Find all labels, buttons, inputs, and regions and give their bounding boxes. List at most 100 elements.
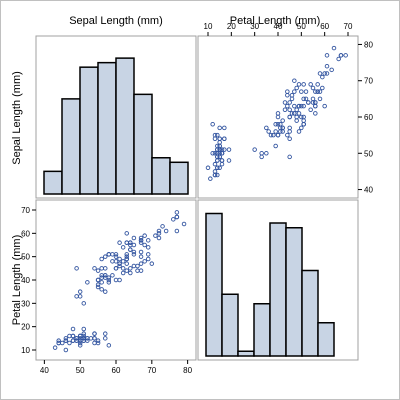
scatter-top-right-point	[306, 100, 311, 105]
scatter-top-right-point	[287, 129, 292, 134]
scatter-top-right-point	[317, 89, 323, 94]
scatter-top-right-point	[212, 172, 218, 178]
scatter-bottom-left-point	[117, 261, 122, 266]
histogram-2-bar	[253, 303, 271, 357]
scatter-top-right-point	[215, 151, 220, 156]
scatter-top-right-point	[294, 85, 299, 91]
scatter-bottom-left-point	[74, 266, 79, 271]
scatter-top-right-point	[278, 125, 283, 131]
scatter-top-right-point	[217, 125, 222, 131]
scatter-top-right-point	[264, 151, 269, 156]
scatter-bottom-left-point	[124, 231, 129, 236]
scatter-top-right-point	[292, 103, 297, 109]
scatter-bottom-left-point	[103, 289, 108, 294]
right-axis-tick-label: 70	[364, 77, 373, 86]
scatter-bottom-left-point	[156, 228, 162, 234]
scatter-bottom-left-point	[128, 270, 133, 276]
scatter-top-right-point	[268, 132, 274, 138]
scatter-bottom-left-point	[142, 259, 147, 264]
scatter-bottom-left-point	[99, 280, 104, 285]
scatter-top-right-point	[336, 56, 341, 62]
scatter-top-right-point	[287, 114, 292, 120]
scatter-bottom-left-point	[70, 326, 76, 332]
scatter-bottom-left-point	[81, 333, 87, 339]
scatter-top-right-point	[212, 132, 218, 138]
scatter-bottom-left-point	[99, 266, 104, 271]
scatter-top-right-point	[252, 147, 257, 152]
scatter-bottom-left-point	[145, 256, 151, 262]
scatter-bottom-left-point	[117, 263, 122, 269]
scatter-bottom-left-point	[70, 333, 76, 339]
histogram-2-bar	[285, 227, 303, 357]
scatter-bottom-left-point	[135, 268, 140, 273]
scatter-bottom-left-point	[181, 221, 187, 227]
scatter-top-right-point	[222, 147, 227, 152]
scatter-bottom-left-point	[131, 252, 137, 257]
scatter-bottom-left-point	[171, 217, 176, 222]
scatter-top-right-point	[301, 103, 306, 109]
scatter-top-right-point	[331, 45, 337, 51]
scatter-bottom-left-point	[85, 280, 90, 285]
scatter-bottom-left-point	[103, 275, 108, 280]
scatter-bottom-left-point	[63, 347, 69, 353]
histogram-2-bar	[301, 269, 319, 357]
scatter-bottom-left-point	[160, 224, 165, 229]
histogram-2-bar	[317, 322, 335, 357]
scatter-bottom-left-point	[128, 242, 133, 248]
scatter-bottom-left-point	[95, 268, 101, 273]
top-title-col1: Sepal Length (mm)	[69, 15, 163, 27]
scatter-top-right-point	[275, 132, 281, 138]
scatter-top-right-point	[313, 111, 318, 116]
scatter-bottom-left-point	[120, 266, 126, 271]
scatter-top-right-point	[324, 71, 330, 76]
scatter-top-right-point	[338, 53, 344, 58]
scatter-bottom-left-point	[153, 233, 158, 238]
scatter-bottom-left-point	[138, 249, 144, 255]
panel-frame-4	[197, 199, 359, 361]
scatter-top-right-point	[329, 67, 334, 73]
histogram-1-bar	[151, 157, 171, 195]
scatter-top-right-point	[299, 114, 304, 120]
left-axis-tick-label: 10	[21, 346, 30, 355]
bottom-axis-tick-label: 50	[76, 366, 85, 375]
top-axis-tick-label: 60	[320, 22, 329, 31]
scatter-top-right-point	[275, 111, 281, 116]
scatter-top-right-point	[275, 122, 281, 127]
left-axis-tick-label: 70	[21, 206, 30, 215]
bottom-axis-tick-label: 60	[112, 366, 121, 375]
scatter-bottom-left-point	[113, 254, 119, 259]
scatter-bottom-left-point	[117, 256, 122, 262]
scatter-top-right-point	[299, 103, 304, 109]
scatter-bottom-left-point	[142, 242, 147, 248]
left-axis-tick-label: 40	[21, 276, 30, 285]
histogram-bars	[43, 57, 335, 357]
histogram-1-bar	[61, 98, 81, 195]
scatter-bottom-left-point	[138, 238, 144, 243]
histogram-1-bar	[79, 66, 99, 195]
scatter-top-right-point	[292, 89, 297, 94]
top-title-col2: Petal Length (mm)	[230, 15, 320, 27]
scatter-top-right-point	[282, 107, 288, 112]
scatter-top-right-point	[315, 89, 320, 94]
scatter-bottom-left-point	[81, 331, 87, 336]
scatter-bottom-left-point	[120, 245, 126, 250]
scatter-top-right-point	[273, 129, 278, 134]
scatter-top-right-point	[287, 136, 292, 142]
scatter-points	[52, 45, 348, 353]
scatter-bottom-left-point	[95, 284, 101, 290]
scatter-top-right-point	[212, 151, 218, 156]
scatter-bottom-left-point	[95, 282, 101, 287]
scatter-bottom-left-point	[95, 277, 101, 283]
scatter-top-right-point	[226, 147, 232, 152]
bottom-axis-tick-label: 40	[40, 366, 49, 375]
histogram-2-bar	[269, 222, 287, 357]
scatter-bottom-left-point	[85, 338, 90, 343]
scatter-top-right-point	[215, 172, 220, 178]
scatter-bottom-left-point	[103, 331, 108, 336]
scatter-bottom-left-point	[103, 336, 108, 341]
scatter-top-right-point	[273, 122, 278, 127]
scatter-bottom-left-point	[124, 252, 129, 257]
right-axis-tick-label: 60	[364, 113, 373, 122]
scatter-top-right-point	[259, 151, 264, 156]
